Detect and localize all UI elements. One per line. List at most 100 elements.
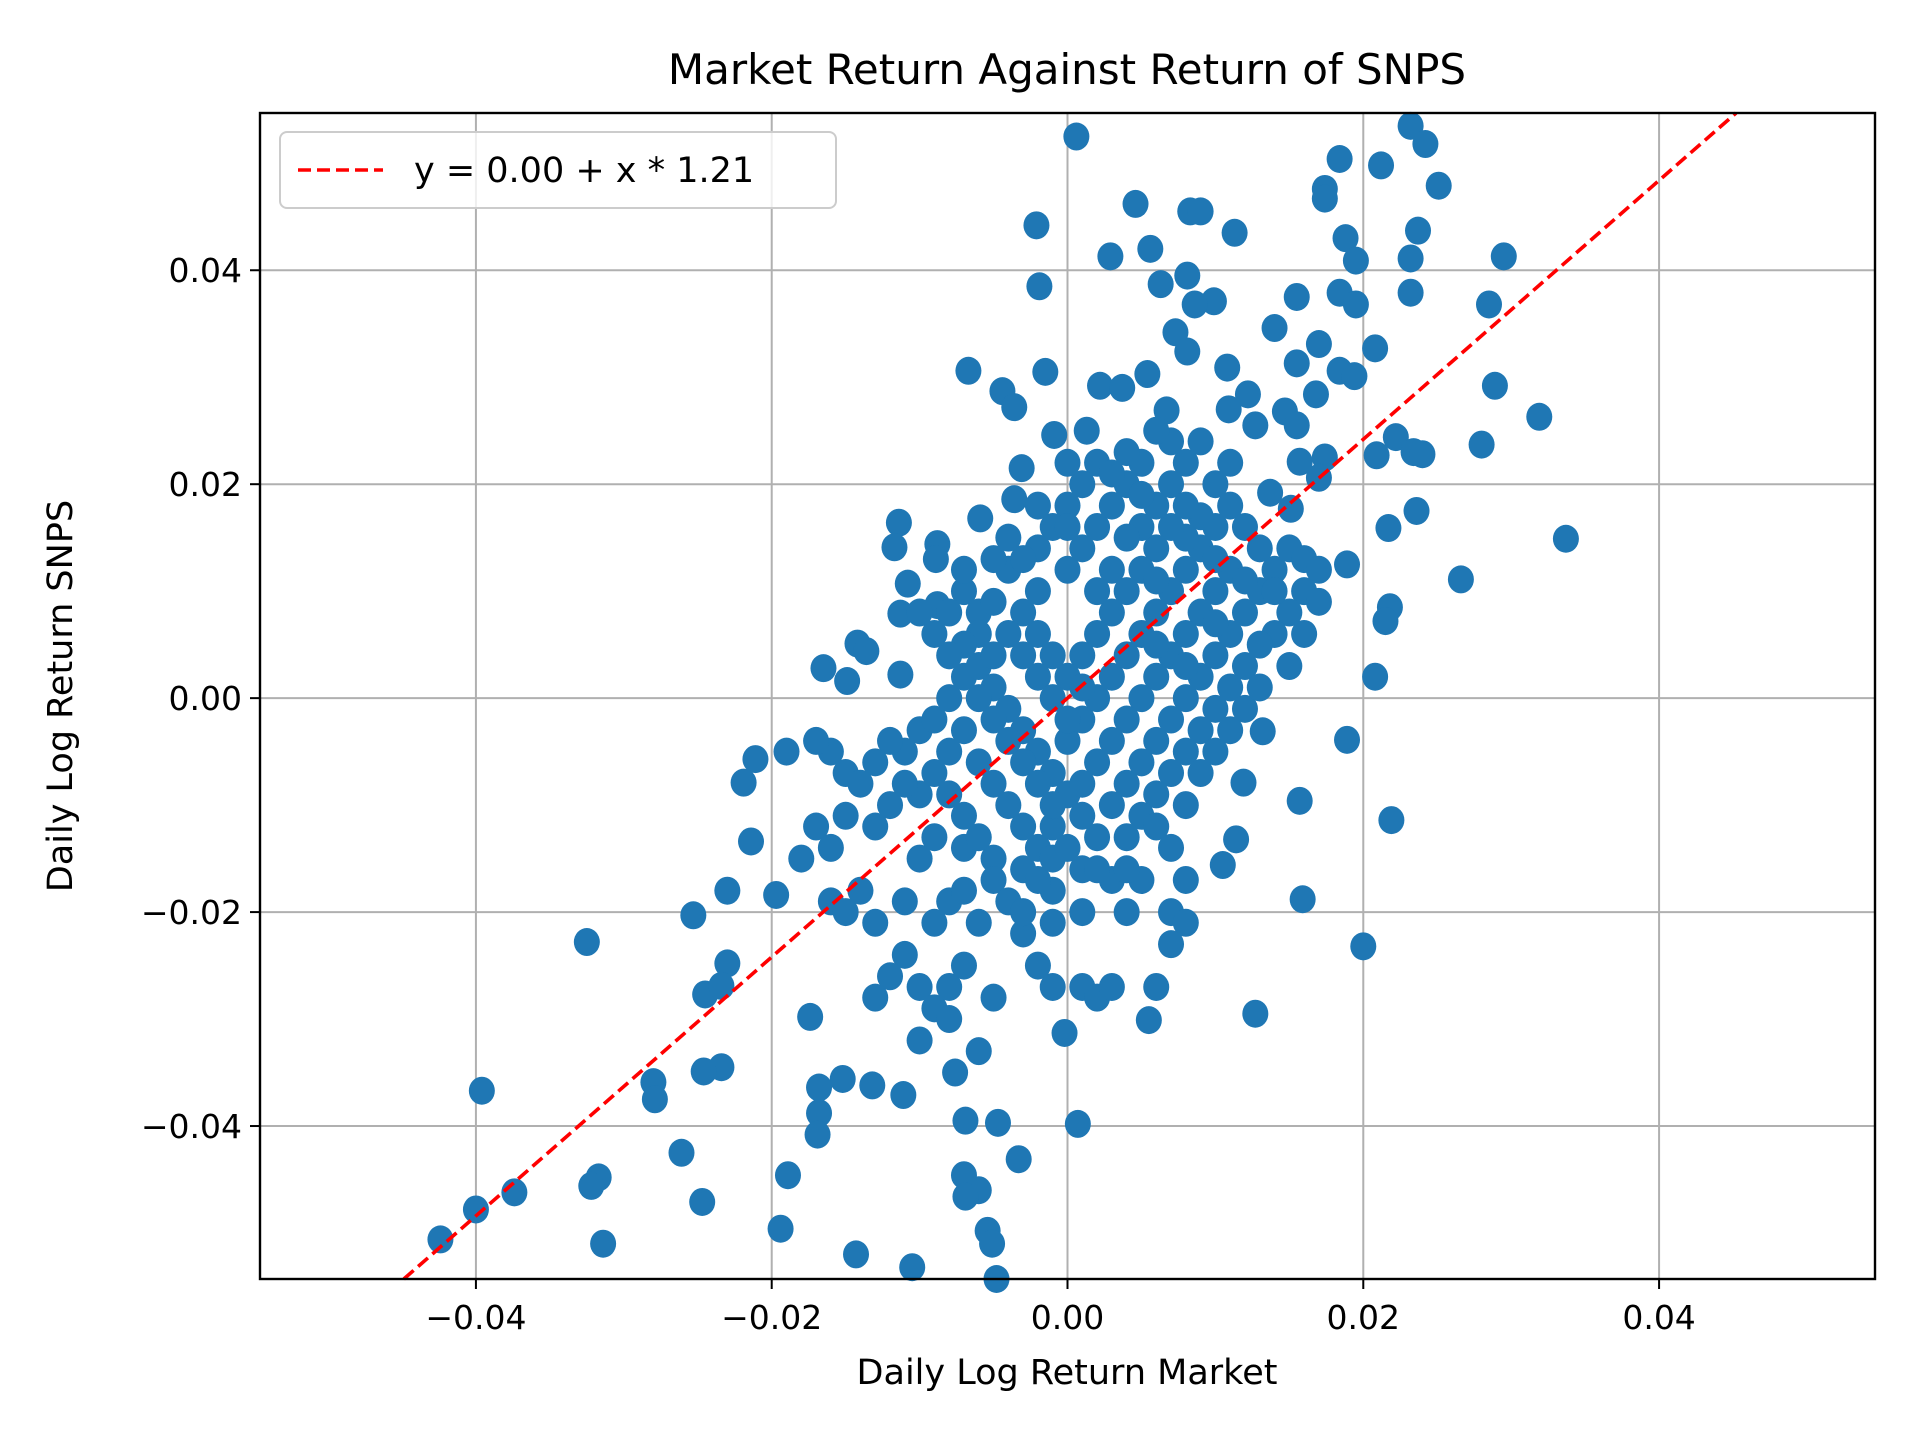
data-point [1172,791,1199,820]
data-point [1246,630,1273,659]
data-point [763,880,790,909]
data-point [1302,380,1329,409]
data-point [1375,514,1402,543]
data-point [1246,534,1273,563]
data-point [1286,447,1313,476]
data-point [1143,630,1170,659]
data-point [1276,652,1303,681]
data-point [1481,371,1508,400]
data-point [1202,470,1229,499]
data-point [1475,290,1502,319]
data-point [1305,555,1332,584]
data-point [1368,151,1395,180]
data-point [1054,726,1081,755]
data-point [1447,565,1474,594]
data-point [921,759,948,788]
data-point [1054,833,1081,862]
data-point [950,577,977,606]
data-point [1084,512,1111,541]
data-point [1098,972,1125,1001]
data-point [1209,851,1236,880]
data-point [1242,411,1269,440]
data-point [1305,587,1332,616]
data-point [1010,812,1037,841]
data-point [955,356,982,385]
data-point [1109,373,1136,402]
data-point [1217,448,1244,477]
data-point [1069,641,1096,670]
data-point [980,705,1007,734]
data-point [1202,545,1229,574]
data-point [427,1225,454,1254]
data-point [1084,855,1111,884]
data-point [1552,524,1579,553]
data-point [1174,261,1201,290]
data-point [1032,357,1059,386]
data-point [1405,216,1432,245]
data-point [921,705,948,734]
data-point [1202,737,1229,766]
data-point [1158,512,1185,541]
data-point [1113,705,1140,734]
data-point [965,1037,992,1066]
data-point [690,1057,717,1086]
data-point [862,748,889,777]
data-point [936,641,963,670]
data-point [1113,855,1140,884]
data-point [1223,825,1250,854]
data-point [1350,932,1377,961]
data-point [936,598,963,627]
data-point [803,726,830,755]
data-point [1412,130,1439,159]
data-point [1073,416,1100,445]
data-point [1234,380,1261,409]
data-point [1231,566,1258,595]
data-point [980,865,1007,894]
data-point [1122,189,1149,218]
data-point [950,951,977,980]
data-point [1024,769,1051,798]
data-point [1217,716,1244,745]
data-point [936,737,963,766]
data-point [1054,491,1081,520]
data-point [714,949,741,978]
data-point [1158,930,1185,959]
data-point [1005,1145,1032,1174]
legend: y = 0.00 + x * 1.21 [279,131,837,209]
data-point [708,971,735,1000]
data-point [773,737,800,766]
data-point [1137,234,1164,263]
data-point [1024,491,1051,520]
data-point [1221,218,1248,247]
data-point [788,844,815,873]
data-point [1305,330,1332,359]
data-point [1249,717,1276,746]
data-point [1054,448,1081,477]
data-point [1098,662,1125,691]
y-tick-label: −0.04 [141,1107,242,1146]
data-point [1098,459,1125,488]
data-point [980,769,1007,798]
data-point [1397,244,1424,273]
data-point [1098,491,1125,520]
data-point [1084,748,1111,777]
data-point [1008,454,1035,483]
data-point [1334,550,1361,579]
data-point [689,1187,716,1216]
legend-label: y = 0.00 + x * 1.21 [414,151,754,191]
data-point [1202,641,1229,670]
data-point [1378,806,1405,835]
data-point [906,1026,933,1055]
data-point [1261,314,1288,343]
data-point [1113,823,1140,852]
data-point [1143,534,1170,563]
data-point [1231,652,1258,681]
data-point [1289,885,1316,914]
data-point [1409,440,1436,469]
data-point [1174,337,1201,366]
data-point [847,769,874,798]
data-point [936,1005,963,1034]
data-point [995,619,1022,648]
fit-line [402,111,1738,1281]
x-tick-label: 0.00 [1031,1298,1104,1337]
